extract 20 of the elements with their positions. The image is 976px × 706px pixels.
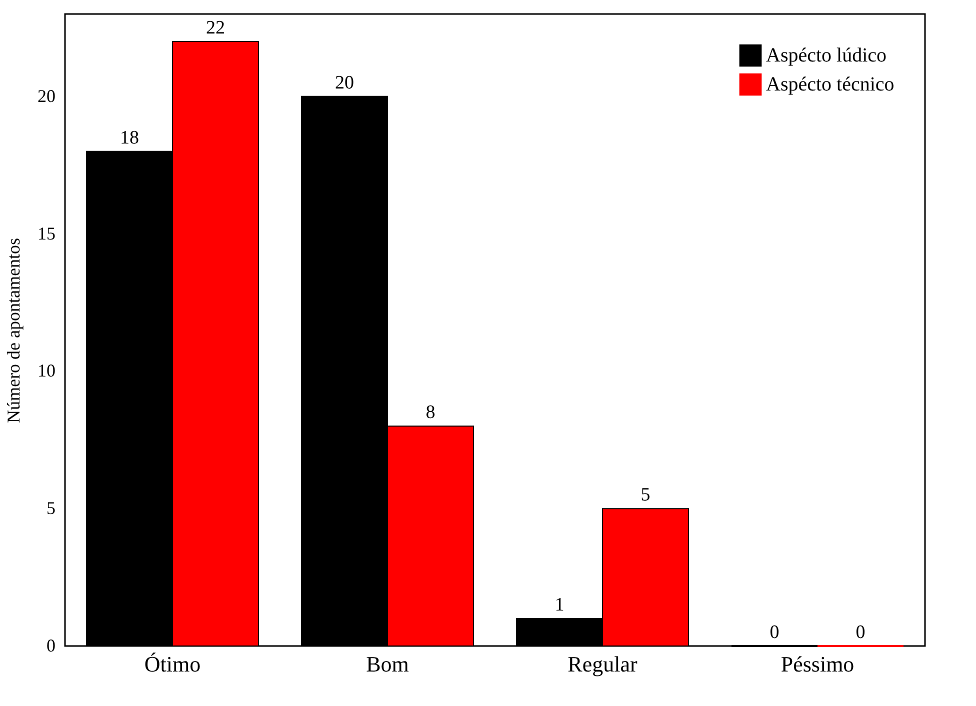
- x-tick-label: Regular: [568, 652, 638, 676]
- data-label: 0: [856, 622, 866, 643]
- y-tick-label: 15: [38, 223, 56, 244]
- data-label: 5: [640, 484, 650, 506]
- legend-label: Aspécto técnico: [766, 74, 894, 96]
- data-label: 20: [335, 72, 354, 94]
- y-tick-label: 20: [38, 86, 56, 106]
- data-label: 0: [770, 622, 780, 643]
- x-tick-label: Péssimo: [780, 652, 854, 676]
- x-tick-label: Ótimo: [144, 652, 201, 676]
- data-label: 18: [120, 127, 139, 148]
- y-tick-label: 10: [38, 360, 56, 381]
- legend-label: Aspécto lúdico: [766, 44, 887, 66]
- x-tick-label: Bom: [366, 652, 409, 676]
- y-tick-label: 0: [46, 636, 56, 656]
- data-label: 22: [206, 17, 225, 38]
- data-label: 8: [426, 402, 436, 424]
- data-label: 1: [554, 594, 564, 616]
- y-axis-title: Número de apontamentos: [4, 238, 24, 423]
- y-tick-label: 5: [46, 498, 56, 518]
